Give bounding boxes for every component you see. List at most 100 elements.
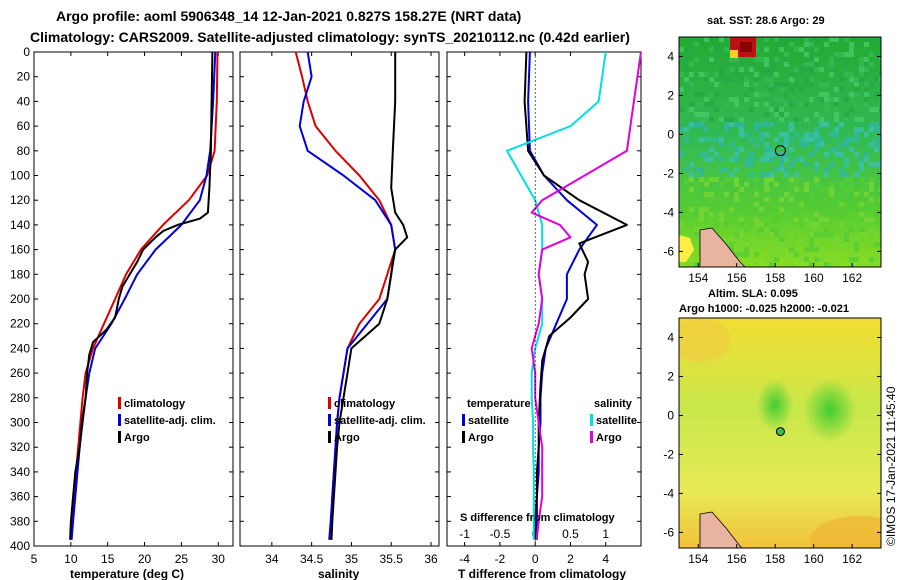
depth-tick-label: 320 [10, 440, 30, 454]
temperature-x-ticks: 5 10 15 20 25 30 [31, 52, 226, 566]
depth-tick-label: 220 [10, 317, 30, 331]
series-line-salinity-satellite [506, 51, 607, 540]
series-line-climatology [294, 51, 397, 540]
x-tick-label: 35 [345, 552, 359, 566]
map-y-tick-label: -6 [663, 244, 674, 258]
sla-map-frame [678, 317, 882, 549]
map-y-tick-label: 0 [667, 408, 674, 422]
map-x-tick-label: 160 [804, 552, 824, 566]
depth-tick-label: 140 [10, 218, 30, 232]
map-x-tick-label: 162 [842, 271, 862, 285]
legend-sal-satellite-swatch [590, 414, 593, 426]
series-line-argo [69, 51, 214, 540]
depth-tick-label: 300 [10, 416, 30, 430]
legend-satellite-swatch [328, 414, 331, 426]
temperature-panel-frame [33, 51, 234, 547]
x-tick-label: 0.5 [562, 527, 579, 541]
map-x-tick-label: 158 [765, 552, 785, 566]
depth-tick-label: 0 [23, 45, 30, 59]
legend-sal-argo-label: Argo [596, 432, 622, 444]
legend-temp-argo-swatch [462, 431, 465, 443]
map-x-tick-label: 156 [727, 552, 747, 566]
legend-argo-swatch [328, 431, 331, 443]
depth-tick-label: 60 [17, 119, 31, 133]
difference-x2-label: S difference from climatology [460, 512, 616, 524]
x-tick-label: 2 [567, 552, 574, 566]
salinity-x-ticks: 34 34.5 35 35.5 36 [265, 52, 438, 566]
x-tick-label: -2 [495, 552, 506, 566]
legend-satellite-swatch [118, 414, 121, 426]
salinity-panel-frame [239, 51, 440, 547]
sla-map-y-ticks: 4 2 0 -2 -4 -6 [663, 330, 881, 539]
x-tick-label: -1 [459, 527, 470, 541]
legend-salinity-title: salinity [594, 398, 633, 410]
depth-tick-label: 100 [10, 169, 30, 183]
map-y-tick-label: -6 [663, 525, 674, 539]
x-tick-label: 36 [424, 552, 438, 566]
x-tick-label: 5 [31, 552, 38, 566]
map-y-tick-label: -4 [663, 486, 674, 500]
x-tick-label: 15 [101, 552, 115, 566]
legend-climatology-label: climatology [124, 398, 186, 410]
series-line-climatology [69, 51, 219, 540]
depth-tick-label: 280 [10, 391, 30, 405]
depth-tick-label: 380 [10, 514, 30, 528]
difference-depth-ticks [447, 51, 641, 547]
sst-argo-marker [774, 145, 786, 157]
map-y-tick-label: -2 [663, 166, 674, 180]
x-tick-label: 4 [602, 552, 609, 566]
legend-temperature-title: temperature [467, 398, 531, 410]
map-y-tick-label: 2 [667, 88, 674, 102]
x-tick-label: 10 [64, 552, 78, 566]
series-line-argo [330, 52, 409, 540]
depth-tick-label: 340 [10, 465, 30, 479]
difference-x-label: T difference from climatology [458, 567, 626, 580]
x-tick-label: 25 [175, 552, 189, 566]
salinity-legend: climatology satellite-adj. clim. Argo [328, 397, 426, 444]
legend-argo-swatch [118, 431, 121, 443]
legend-satellite-label: satellite-adj. clim. [124, 415, 216, 427]
x-tick-label: -0.5 [490, 527, 511, 541]
sst-map-image [679, 37, 881, 267]
depth-tick-label: 360 [10, 490, 30, 504]
sla-map-title-line-1: Altim. SLA: 0.095 [708, 288, 798, 300]
depth-tick-label: 180 [10, 267, 30, 281]
map-x-tick-label: 156 [727, 271, 747, 285]
difference-series [506, 51, 642, 546]
salinity-series [294, 51, 409, 540]
temperature-depth-ticks: 0 20 40 60 80 100 120 140 160 180 200 220 240 260 280 3… [10, 45, 233, 553]
legend-temp-argo-label: Argo [468, 432, 494, 444]
legend-argo-label: Argo [124, 432, 150, 444]
legend-temp-satellite-swatch [462, 414, 465, 426]
map-y-tick-label: 4 [667, 330, 674, 344]
sla-map-title-line-2: Argo h1000: -0.025 h2000: -0.021 [679, 303, 849, 315]
map-y-tick-label: 0 [667, 127, 674, 141]
series-line-salinity-argo [530, 51, 642, 540]
temperature-legend: climatology satellite-adj. clim. Argo [118, 397, 216, 444]
difference-panel-frame [446, 51, 642, 547]
series-line-temperature-argo [523, 51, 628, 540]
difference-salinity-legend: salinity satellite Argo [590, 398, 637, 444]
map-x-tick-label: 162 [842, 552, 862, 566]
x-tick-label: -4 [459, 552, 470, 566]
legend-argo-label: Argo [334, 432, 360, 444]
map-x-tick-label: 158 [765, 271, 785, 285]
depth-tick-label: 400 [10, 539, 30, 553]
map-y-tick-label: 2 [667, 369, 674, 383]
map-y-tick-label: -2 [663, 447, 674, 461]
sst-map-y-ticks: 4 2 0 -2 -4 -6 [663, 49, 881, 258]
sst-map-title: sat. SST: 28.6 Argo: 29 [707, 15, 825, 27]
difference-temperature-legend: temperature satellite Argo [462, 398, 531, 444]
temperature-series [69, 51, 219, 540]
depth-tick-label: 20 [17, 70, 31, 84]
x-tick-label: 35.5 [380, 552, 404, 566]
x-tick-label: 30 [212, 552, 226, 566]
legend-satellite-label: satellite-adj. clim. [334, 415, 426, 427]
x-tick-label: 1 [602, 527, 609, 541]
series-line-satellite-adj-clim- [70, 51, 217, 540]
depth-tick-label: 240 [10, 341, 30, 355]
map-y-tick-label: -4 [663, 205, 674, 219]
map-x-tick-label: 154 [688, 552, 708, 566]
series-line-temperature-satellite [527, 51, 598, 540]
sst-map-x-ticks: 154 156 158 160 162 [688, 263, 862, 285]
